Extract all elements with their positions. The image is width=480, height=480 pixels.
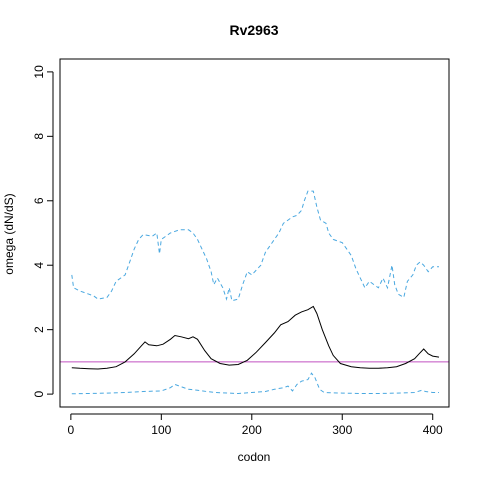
chart-title: Rv2963 [229,22,278,38]
y-tick-label: 4 [32,262,46,269]
series-line-3 [71,372,439,395]
series-line-1 [71,305,440,370]
axes-group: 0 100 200 300 400 0 2 4 6 8 10 [32,65,443,437]
series-group [71,190,440,395]
y-tick-label: 2 [32,326,46,333]
y-tick-label: 6 [32,197,46,204]
x-tick-label: 0 [68,423,75,437]
plot-frame [59,58,450,408]
y-tick-label: 0 [32,390,46,397]
x-axis-label: codon [238,450,271,464]
series-line-2 [71,190,439,302]
x-tick-label: 100 [151,423,171,437]
x-tick-label: 200 [242,423,262,437]
y-axis-label: omega (dN/dS) [2,193,16,274]
y-tick-label: 10 [32,65,46,79]
x-tick-label: 400 [423,423,443,437]
x-tick-label: 300 [332,423,352,437]
y-tick-label: 8 [32,133,46,140]
